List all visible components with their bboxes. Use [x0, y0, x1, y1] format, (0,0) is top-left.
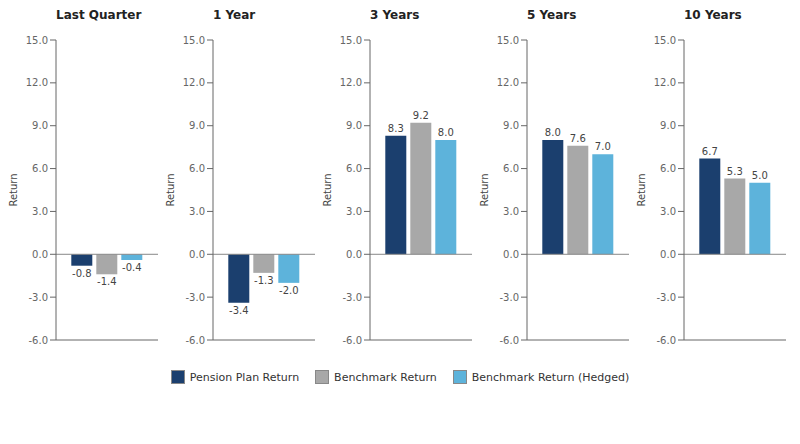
svg-text:0.0: 0.0 — [660, 249, 676, 260]
svg-text:Return: Return — [8, 173, 19, 206]
svg-text:-1.3: -1.3 — [254, 275, 274, 286]
svg-text:9.0: 9.0 — [346, 120, 362, 131]
svg-text:15.0: 15.0 — [497, 35, 519, 46]
svg-text:0.0: 0.0 — [503, 249, 519, 260]
svg-text:9.0: 9.0 — [503, 120, 519, 131]
svg-text:5.0: 5.0 — [752, 170, 768, 181]
svg-text:12.0: 12.0 — [26, 77, 48, 88]
svg-text:-6.0: -6.0 — [499, 335, 519, 346]
svg-text:8.0: 8.0 — [545, 127, 561, 138]
svg-text:3.0: 3.0 — [346, 206, 362, 217]
html-text:3 Years: 3 Years — [370, 8, 420, 22]
svg-text:5.3: 5.3 — [727, 166, 743, 177]
html-text:Last Quarter: Last Quarter — [56, 8, 142, 22]
svg-text:6.0: 6.0 — [503, 163, 519, 174]
svg-text:15.0: 15.0 — [340, 35, 362, 46]
svg-text:0.0: 0.0 — [189, 249, 205, 260]
svg-text:7.0: 7.0 — [595, 141, 611, 152]
svg-text:Return: Return — [322, 173, 333, 206]
svg-text:Return: Return — [165, 173, 176, 206]
svg-text:-6.0: -6.0 — [656, 335, 676, 346]
svg-text:-0.8: -0.8 — [72, 268, 92, 279]
svg-text:-1.4: -1.4 — [97, 276, 117, 287]
svg-text:9.0: 9.0 — [32, 120, 48, 131]
svg-text:0.0: 0.0 — [32, 249, 48, 260]
svg-text:6.7: 6.7 — [702, 146, 718, 157]
svg-text:3.0: 3.0 — [189, 206, 205, 217]
svg-text:3.0: 3.0 — [503, 206, 519, 217]
svg-text:0.0: 0.0 — [346, 249, 362, 260]
svg-text:Return: Return — [636, 173, 647, 206]
svg-text:-3.4: -3.4 — [229, 305, 249, 316]
svg-text:12.0: 12.0 — [497, 77, 519, 88]
html-text:Benchmark Return (Hedged): Benchmark Return (Hedged) — [471, 370, 630, 384]
svg-text:9.2: 9.2 — [413, 110, 429, 121]
svg-text:6.0: 6.0 — [189, 163, 205, 174]
svg-text:-3.0: -3.0 — [656, 292, 676, 303]
svg-text:7.6: 7.6 — [570, 133, 586, 144]
svg-text:12.0: 12.0 — [183, 77, 205, 88]
html-text:10 Years: 10 Years — [684, 8, 742, 22]
svg-text:15.0: 15.0 — [183, 35, 205, 46]
html-text:Benchmark Return: Benchmark Return — [334, 370, 437, 384]
svg-text:-6.0: -6.0 — [185, 335, 205, 346]
svg-text:3.0: 3.0 — [32, 206, 48, 217]
svg-text:9.0: 9.0 — [660, 120, 676, 131]
svg-text:-3.0: -3.0 — [28, 292, 48, 303]
svg-text:8.0: 8.0 — [438, 127, 454, 138]
svg-text:-0.4: -0.4 — [122, 262, 142, 273]
svg-text:6.0: 6.0 — [660, 163, 676, 174]
svg-text:15.0: 15.0 — [654, 35, 676, 46]
html-text:Pension Plan Return: Pension Plan Return — [189, 370, 300, 384]
svg-text:12.0: 12.0 — [654, 77, 676, 88]
svg-text:6.0: 6.0 — [346, 163, 362, 174]
svg-text:Return: Return — [479, 173, 490, 206]
svg-text:-3.0: -3.0 — [185, 292, 205, 303]
svg-text:9.0: 9.0 — [189, 120, 205, 131]
svg-text:6.0: 6.0 — [32, 163, 48, 174]
svg-text:12.0: 12.0 — [340, 77, 362, 88]
html-text:1 Year: 1 Year — [213, 8, 256, 22]
svg-text:-6.0: -6.0 — [342, 335, 362, 346]
svg-text:-2.0: -2.0 — [279, 285, 299, 296]
svg-text:15.0: 15.0 — [26, 35, 48, 46]
svg-text:8.3: 8.3 — [388, 123, 404, 134]
svg-text:-6.0: -6.0 — [28, 335, 48, 346]
html-text:5 Years: 5 Years — [527, 8, 577, 22]
svg-text:-3.0: -3.0 — [499, 292, 519, 303]
svg-text:3.0: 3.0 — [660, 206, 676, 217]
svg-text:-3.0: -3.0 — [342, 292, 362, 303]
